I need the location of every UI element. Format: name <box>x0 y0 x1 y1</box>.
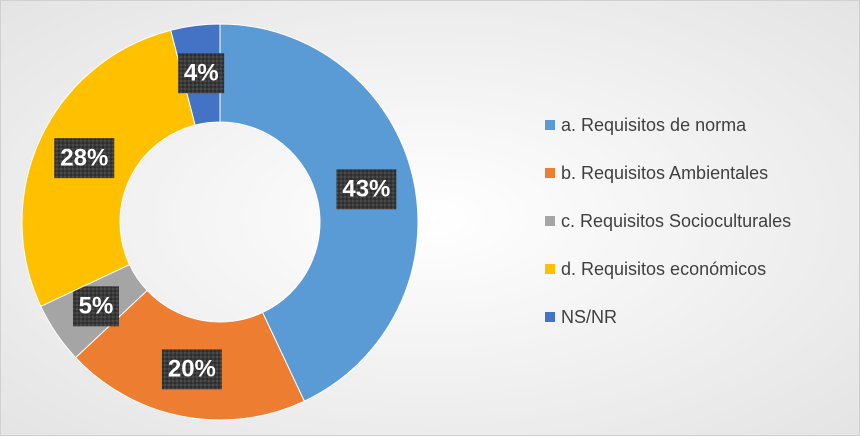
legend-swatch <box>545 168 555 178</box>
value-label: 20% <box>168 356 216 383</box>
legend-swatch <box>545 312 555 322</box>
value-label-box <box>72 286 119 327</box>
value-label: 28% <box>60 144 108 171</box>
donut-slice <box>219 23 419 402</box>
legend-text: b. Requisitos Ambientales <box>561 163 768 183</box>
value-label-box <box>178 53 225 94</box>
legend-swatch <box>545 120 555 130</box>
value-label-box <box>54 138 115 179</box>
legend-text: c. Requisitos Socioculturales <box>561 211 791 231</box>
legend-text: a. Requisitos de norma <box>561 115 747 135</box>
legend-text: d. Requisitos económicos <box>561 259 766 279</box>
value-label: 5% <box>79 293 114 320</box>
value-label: 4% <box>184 60 219 87</box>
legend-text: NS/NR <box>561 307 617 327</box>
plot: 43% 20% 5% 28% 4% a. Requisitos de norma b. Re… <box>21 23 791 421</box>
value-label: 43% <box>342 176 390 203</box>
legend-swatch <box>545 264 555 274</box>
legend-swatch <box>545 216 555 226</box>
value-label-box <box>336 169 397 210</box>
value-label-box <box>161 349 222 390</box>
